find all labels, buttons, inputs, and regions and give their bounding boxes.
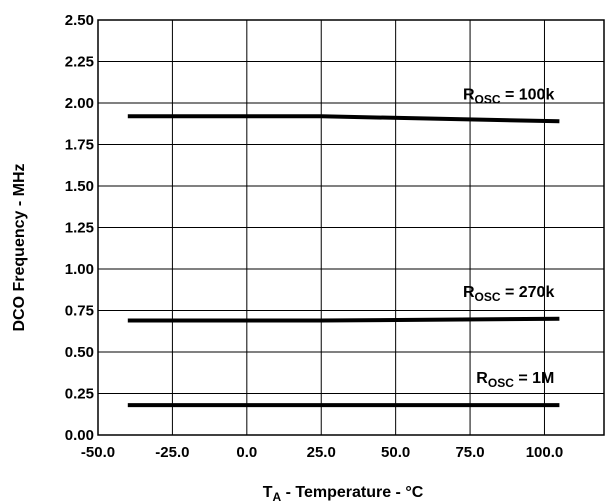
series-lines [127,114,560,408]
series-label-1: ROSC = 270k [463,284,555,304]
y-tick-label: 1.25 [65,220,94,237]
x-tick-label: 75.0 [455,444,484,461]
y-tick-label: 0.25 [65,386,94,403]
y-tick-label: 1.75 [65,137,94,154]
series-labels: ROSC = 100k ROSC = 270k ROSC = 1M [463,86,555,390]
x-axis-ticks: -50.0 -25.0 0.0 25.0 50.0 75.0 100.0 [81,444,563,461]
y-axis-ticks: 0.00 0.25 0.50 0.75 1.00 1.25 1.50 1.75 2.00 2.25… [65,12,94,444]
x-tick-label: -50.0 [81,444,115,461]
y-tick-label: 1.50 [65,178,94,195]
y-tick-label: 2.50 [65,12,94,29]
x-axis-title: TA - Temperature - °C [263,484,424,501]
series-label-0: ROSC = 100k [463,86,555,106]
x-tick-label: 100.0 [526,444,564,461]
x-tick-label: 0.0 [236,444,257,461]
y-tick-label: 1.00 [65,261,94,278]
series-line-0 [127,114,560,124]
grid [98,20,604,435]
series-line-1 [127,316,560,323]
series-label-2: ROSC = 1M [476,370,554,390]
y-axis-title: DCO Frequency - MHz [11,163,28,331]
y-tick-label: 2.00 [65,95,94,112]
y-tick-label: 0.50 [65,344,94,361]
y-tick-label: 0.00 [65,427,94,444]
y-tick-label: 0.75 [65,303,94,320]
plot-area [97,19,605,436]
x-tick-label: 25.0 [307,444,336,461]
y-tick-label: 2.25 [65,54,94,71]
x-tick-label: -25.0 [155,444,189,461]
x-tick-label: 50.0 [381,444,410,461]
